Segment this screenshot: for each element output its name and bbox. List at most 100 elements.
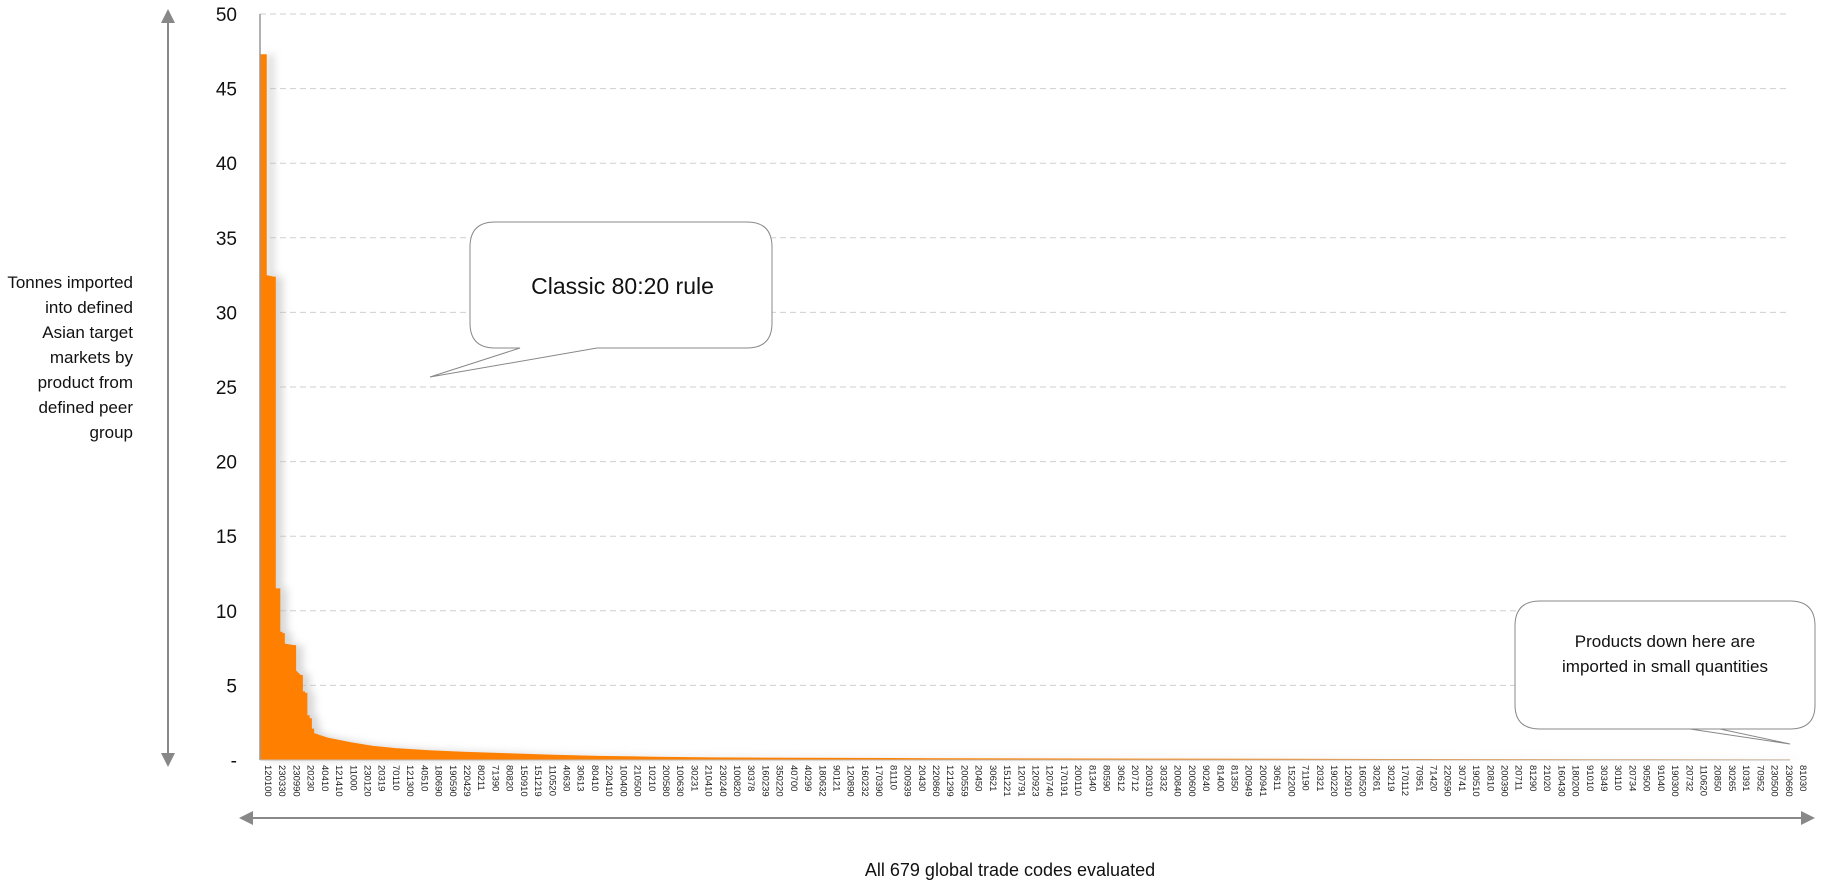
x-axis-label: All 679 global trade codes evaluated (864, 860, 1156, 880)
x-tick-label: 90121 (831, 765, 842, 791)
x-tick-label: 230240 (717, 765, 728, 797)
x-tick-label: 80410 (589, 765, 600, 791)
x-tick-label: 210500 (632, 765, 643, 797)
x-tick-label: 91040 (1655, 765, 1666, 791)
x-tick-label: 200949 (1243, 765, 1254, 797)
x-tick-label: 30612 (1115, 765, 1126, 791)
x-tick-label: 220410 (603, 765, 614, 797)
x-tick-label: 30349 (1598, 765, 1609, 791)
x-tick-label: 20810 (1484, 765, 1495, 791)
x-tick-label: 160239 (759, 765, 770, 797)
x-tick-label: 200941 (1257, 765, 1268, 797)
x-tick-label: 40510 (418, 765, 429, 791)
x-tick-label: 180200 (1570, 765, 1581, 797)
x-tick-label: 100400 (617, 765, 628, 797)
x-tick-label: 81290 (1527, 765, 1538, 791)
x-tick-label: 230120 (361, 765, 372, 797)
x-tick-label: 230330 (276, 765, 287, 797)
callout-small-quantities-bubble (1514, 600, 1816, 745)
x-tick-label: 30741 (1456, 765, 1467, 791)
y-tick-label: 40 (216, 154, 237, 175)
x-tick-label: 230990 (290, 765, 301, 797)
x-tick-label: 30219 (1385, 765, 1396, 791)
y-tick-label: - (231, 751, 237, 772)
x-tick-label: 120890 (845, 765, 856, 797)
x-tick-label: 20319 (376, 765, 387, 791)
x-tick-label: 160430 (1555, 765, 1566, 797)
x-tick-label: 190300 (1669, 765, 1680, 797)
x-tick-label: 30613 (575, 765, 586, 791)
x-tick-label: 10391 (1740, 765, 1751, 791)
x-tick-label: 110520 (546, 765, 557, 796)
x-tick-label: 200310 (1143, 765, 1154, 797)
callout-small-quantities-text: Products down here are imported in small… (1515, 629, 1815, 679)
x-tick-label: 20734 (1626, 765, 1637, 791)
x-tick-label: 70951 (1413, 765, 1424, 791)
y-tick-label: 25 (216, 378, 237, 399)
x-tick-label: 71190 (1300, 765, 1311, 791)
x-tick-label: 220590 (1442, 765, 1453, 797)
x-tick-label: 120791 (1015, 765, 1026, 797)
x-tick-label: 121300 (404, 765, 415, 797)
x-tick-label: 200600 (1186, 765, 1197, 797)
x-tick-label: 20450 (973, 765, 984, 791)
x-tick-label: 10210 (646, 765, 657, 791)
y-tick-label: 45 (216, 80, 237, 101)
x-tick-label: 20712 (1129, 765, 1140, 791)
x-tick-label: 20850 (1712, 765, 1723, 791)
x-tick-label: 81400 (1214, 765, 1225, 791)
x-tick-label: 20430 (916, 765, 927, 791)
x-tick-label: 30332 (1157, 765, 1168, 791)
x-tick-label: 200559 (958, 765, 969, 797)
x-tick-label: 160520 (1356, 765, 1367, 797)
x-tick-label: 120740 (1044, 765, 1055, 797)
x-tick-label: 90500 (1641, 765, 1652, 791)
x-tick-label: 121299 (944, 765, 955, 797)
x-tick-label: 200110 (1072, 765, 1083, 796)
x-tick-label: 80211 (475, 765, 486, 791)
x-tick-label: 40700 (788, 765, 799, 791)
x-tick-label: 121410 (333, 765, 344, 797)
y-tick-labels: - 5 10 15 20 25 30 35 40 45 50 (216, 5, 237, 772)
y-tick-label: 50 (216, 5, 237, 26)
y-tick-label: 35 (216, 229, 237, 250)
x-tick-label: 151221 (1001, 765, 1012, 797)
y-axis-label: Tonnes imported into defined Asian targe… (7, 273, 133, 442)
y-tick-label: 10 (216, 602, 237, 623)
x-tick-label: 152200 (1285, 765, 1296, 797)
x-tick-label: 91010 (1584, 765, 1595, 791)
x-tick-label: 30261 (1371, 765, 1382, 791)
x-tick-label: 20321 (1314, 765, 1325, 791)
x-tick-label: 30611 (1271, 765, 1282, 791)
x-tick-label: 170191 (1058, 765, 1069, 797)
x-tick-label: 230500 (1769, 765, 1780, 797)
x-tick-label: 70952 (1754, 765, 1765, 791)
x-tick-label: 30621 (987, 765, 998, 791)
x-tick-label: 81110 (887, 765, 898, 790)
y-tick-label: 5 (226, 676, 237, 697)
x-tick-label: 190220 (1328, 765, 1339, 797)
callout-small-quantities-line-1: Products down here are (1574, 632, 1756, 651)
x-tick-label: 200390 (1499, 765, 1510, 797)
x-tick-label: 70110 (390, 765, 401, 791)
x-tick-label: 180632 (816, 765, 827, 797)
x-tick-label: 20711 (1513, 765, 1524, 791)
x-tick-label: 11000 (347, 765, 358, 791)
x-tick-label: 100630 (674, 765, 685, 797)
x-tick-label: 200939 (902, 765, 913, 797)
callout-small-quantities-line-2: imported in small quantities (1562, 657, 1768, 676)
x-tick-label: 30231 (688, 765, 699, 791)
x-tick-label: 120923 (1030, 765, 1041, 797)
x-tick-label: 40410 (319, 765, 330, 791)
x-tick-label: 180690 (433, 765, 444, 797)
x-tick-label: 220429 (461, 765, 472, 797)
x-tick-label: 120910 (1342, 765, 1353, 797)
x-tick-label: 20230 (305, 765, 316, 791)
x-tick-label: 81030 (1797, 765, 1808, 791)
x-tick-label: 30110 (1612, 765, 1623, 791)
x-tick-label: 81340 (1086, 765, 1097, 791)
x-tick-label: 90240 (1200, 765, 1211, 791)
x-tick-label: 80590 (1101, 765, 1112, 791)
callout-80-20-text: Classic 80:20 rule (531, 273, 714, 299)
x-tick-label: 71390 (489, 765, 500, 791)
